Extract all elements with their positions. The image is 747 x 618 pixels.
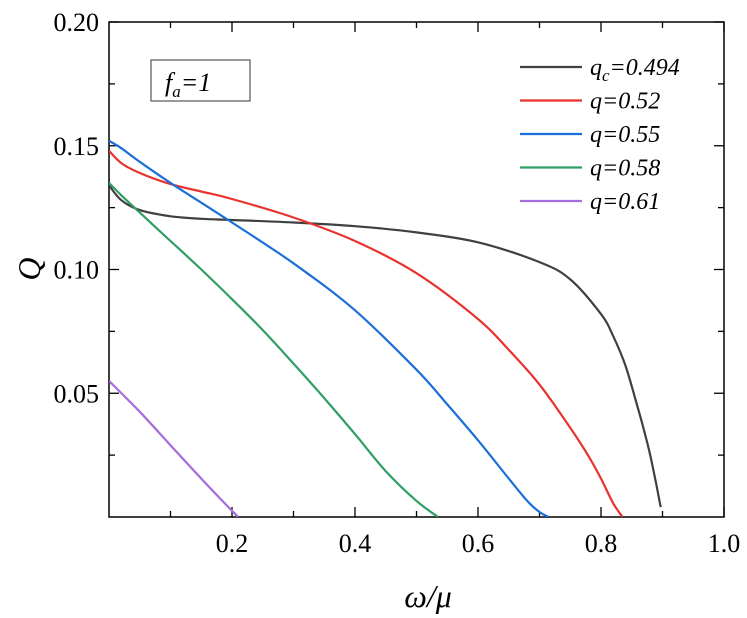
legend-label: q=0.58 [590, 156, 660, 182]
annotation-label: fa=1 [165, 68, 211, 101]
x-axis-title: ω/μ [404, 578, 452, 614]
legend-label: q=0.52 [590, 89, 660, 115]
series-line [109, 139, 550, 517]
x-tick-label: 1.0 [708, 529, 741, 558]
series-line [109, 380, 239, 517]
y-tick-label: 0.20 [54, 8, 100, 37]
legend-label: q=0.55 [590, 122, 660, 148]
x-tick-label: 0.2 [216, 529, 249, 558]
x-tick-label: 0.8 [585, 529, 618, 558]
legend-label: qc=0.494 [590, 55, 680, 85]
axis-ticks: 0.2 0.4 0.6 0.8 1.0 0.05 0.10 0.15 0.20 [54, 8, 741, 558]
series-line [109, 184, 662, 508]
x-tick-label: 0.4 [339, 529, 372, 558]
y-axis-title: Q [11, 257, 47, 280]
series-layer [109, 139, 662, 517]
y-tick-label: 0.10 [54, 256, 100, 285]
annotation-box: fa=1 [150, 59, 251, 102]
series-line [109, 149, 624, 517]
x-tick-label: 0.6 [462, 529, 495, 558]
y-tick-label: 0.05 [54, 379, 100, 408]
legend-label: q=0.61 [590, 189, 660, 215]
legend: qc=0.494 q=0.52 q=0.55 q=0.58 q=0.61 [520, 55, 680, 215]
series-line [109, 182, 439, 517]
y-tick-label: 0.15 [54, 132, 100, 161]
